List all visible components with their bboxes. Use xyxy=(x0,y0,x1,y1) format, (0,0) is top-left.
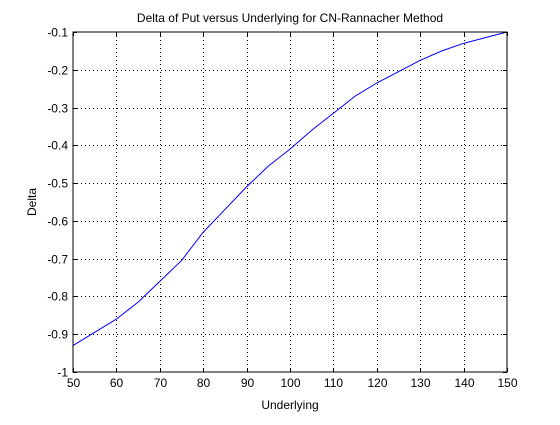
chart-title: Delta of Put versus Underlying for CN-Ra… xyxy=(137,11,443,25)
y-tick-label: -0.6 xyxy=(47,215,68,229)
y-tick-label: -0.9 xyxy=(47,328,68,342)
tick-marks xyxy=(73,32,508,373)
y-tick-label: -0.1 xyxy=(47,26,68,40)
y-tick-label: -0.4 xyxy=(47,139,68,153)
x-tick-label: 80 xyxy=(197,376,211,390)
x-tick-label: 120 xyxy=(367,376,387,390)
x-tick-label: 110 xyxy=(324,376,343,390)
y-axis-title: Delta xyxy=(25,188,39,216)
x-tick-label: 60 xyxy=(110,376,124,390)
series-layer xyxy=(72,31,508,346)
series-line xyxy=(72,31,508,346)
grid-lines xyxy=(73,32,507,372)
y-tick-label: -0.3 xyxy=(47,102,68,116)
x-tick-label: 70 xyxy=(154,376,168,390)
y-tick-label: -0.2 xyxy=(47,64,68,78)
y-tick-label: -0.5 xyxy=(47,177,68,191)
x-tick-label: 140 xyxy=(454,376,474,390)
x-tick-labels: 50 60 70 80 90 100 110 120 130 140 150 xyxy=(67,376,518,390)
y-tick-label: -1 xyxy=(57,366,68,380)
x-tick-label: 50 xyxy=(67,376,81,390)
x-tick-label: 150 xyxy=(497,376,517,390)
x-tick-label: 100 xyxy=(280,376,300,390)
x-axis-title: Underlying xyxy=(261,398,318,412)
y-tick-label: -0.8 xyxy=(47,290,68,304)
x-tick-label: 90 xyxy=(241,376,255,390)
y-tick-labels: -1 -0.9 -0.8 -0.7 -0.6 -0.5 -0.4 -0.3 -0.2 -0.1 xyxy=(47,26,68,380)
y-tick-label: -0.7 xyxy=(47,253,68,267)
x-tick-label: 130 xyxy=(410,376,430,390)
